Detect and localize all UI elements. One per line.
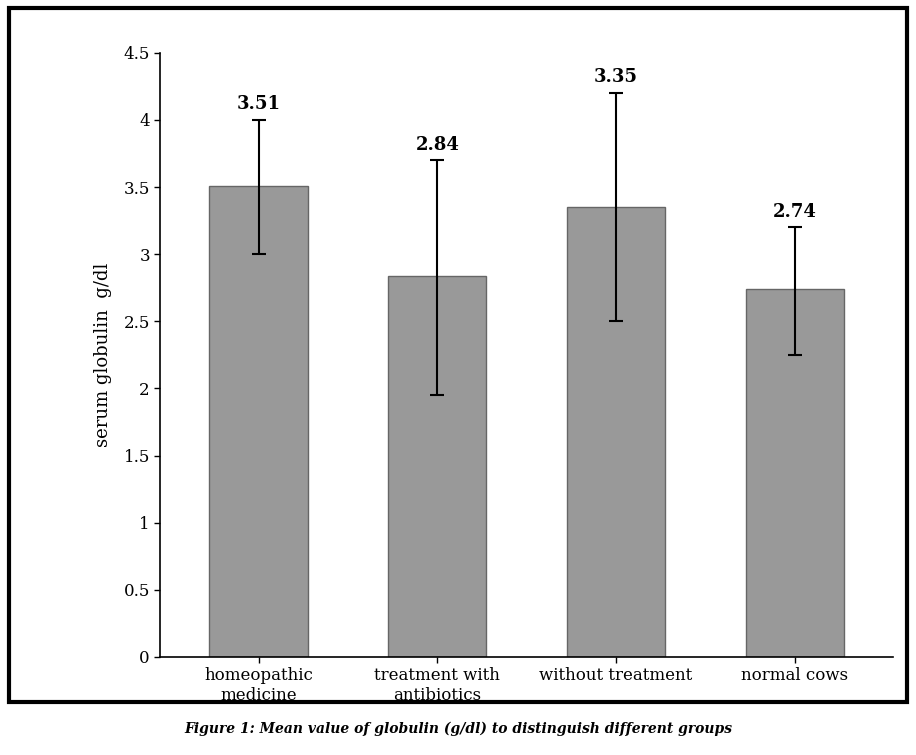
Y-axis label: serum globulin  g/dl: serum globulin g/dl — [94, 263, 113, 447]
Bar — [567, 207, 665, 657]
Text: 2.84: 2.84 — [415, 135, 459, 153]
Text: 3.51: 3.51 — [236, 95, 280, 113]
Text: Figure 1: Mean value of globulin (g/dl) to distinguish different groups: Figure 1: Mean value of globulin (g/dl) … — [184, 722, 732, 736]
Bar — [210, 186, 308, 657]
Text: 3.35: 3.35 — [594, 69, 638, 86]
Text: 2.74: 2.74 — [773, 202, 817, 220]
Bar — [388, 276, 486, 657]
Bar — [746, 289, 844, 657]
